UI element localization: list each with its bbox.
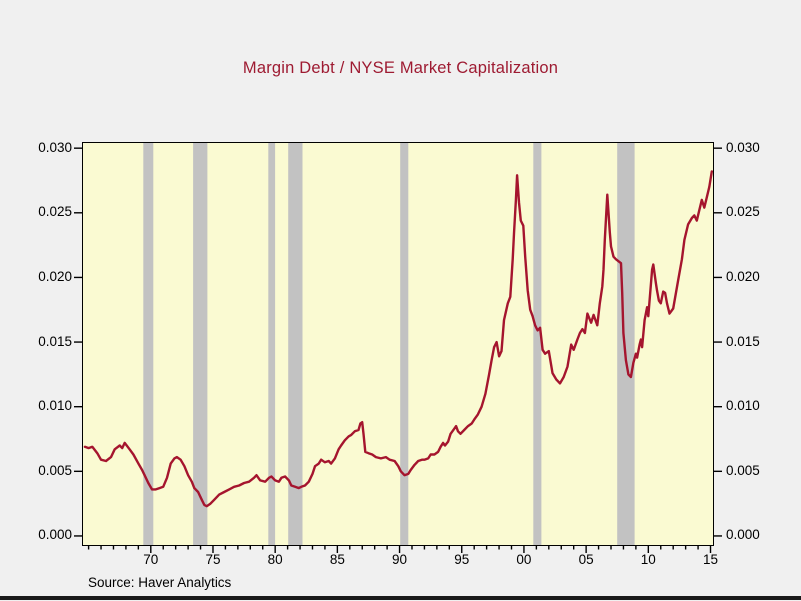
x-tick-label: 75 <box>205 552 221 567</box>
y-tick-label-left: 0.005 <box>38 462 72 478</box>
recession-band <box>143 143 154 545</box>
x-tick-label: 10 <box>640 552 656 567</box>
y-tick-label-left: 0.020 <box>38 268 72 284</box>
recession-band <box>617 143 635 545</box>
bottom-border-bar <box>0 596 801 600</box>
x-tick-label: 90 <box>392 552 408 567</box>
y-tick-label-left: 0.000 <box>38 527 72 543</box>
recession-band <box>288 143 303 545</box>
y-tick-label-right: 0.030 <box>726 139 760 155</box>
y-tick-label-right: 0.005 <box>726 462 760 478</box>
source-note: Source: Haver Analytics <box>88 575 232 590</box>
y-tick-label-right: 0.025 <box>726 204 760 220</box>
x-tick-label: 05 <box>578 552 594 567</box>
chart-title: Margin Debt / NYSE Market Capitalization <box>242 59 559 77</box>
y-tick-label-right: 0.010 <box>726 398 760 414</box>
y-tick-label-left: 0.010 <box>38 398 72 414</box>
recession-band <box>533 143 542 545</box>
plot-svg <box>83 143 713 545</box>
x-tick-label: 00 <box>516 552 532 567</box>
y-tick-label-right: 0.020 <box>726 268 760 284</box>
y-tick-label-left: 0.025 <box>38 204 72 220</box>
recession-band <box>193 143 208 545</box>
x-tick-label: 80 <box>267 552 283 567</box>
recession-band <box>400 143 409 545</box>
plot-area <box>82 142 714 546</box>
x-tick-label: 15 <box>702 552 719 567</box>
recession-band <box>268 143 276 545</box>
y-tick-label-right: 0.000 <box>726 527 760 543</box>
y-tick-label-left: 0.015 <box>38 333 72 349</box>
x-tick-label: 70 <box>143 552 159 567</box>
y-tick-label-right: 0.015 <box>726 333 760 349</box>
y-tick-label-left: 0.030 <box>38 139 72 155</box>
series-line <box>83 170 713 508</box>
x-tick-label: 85 <box>329 552 345 567</box>
x-tick-label: 95 <box>454 552 470 567</box>
